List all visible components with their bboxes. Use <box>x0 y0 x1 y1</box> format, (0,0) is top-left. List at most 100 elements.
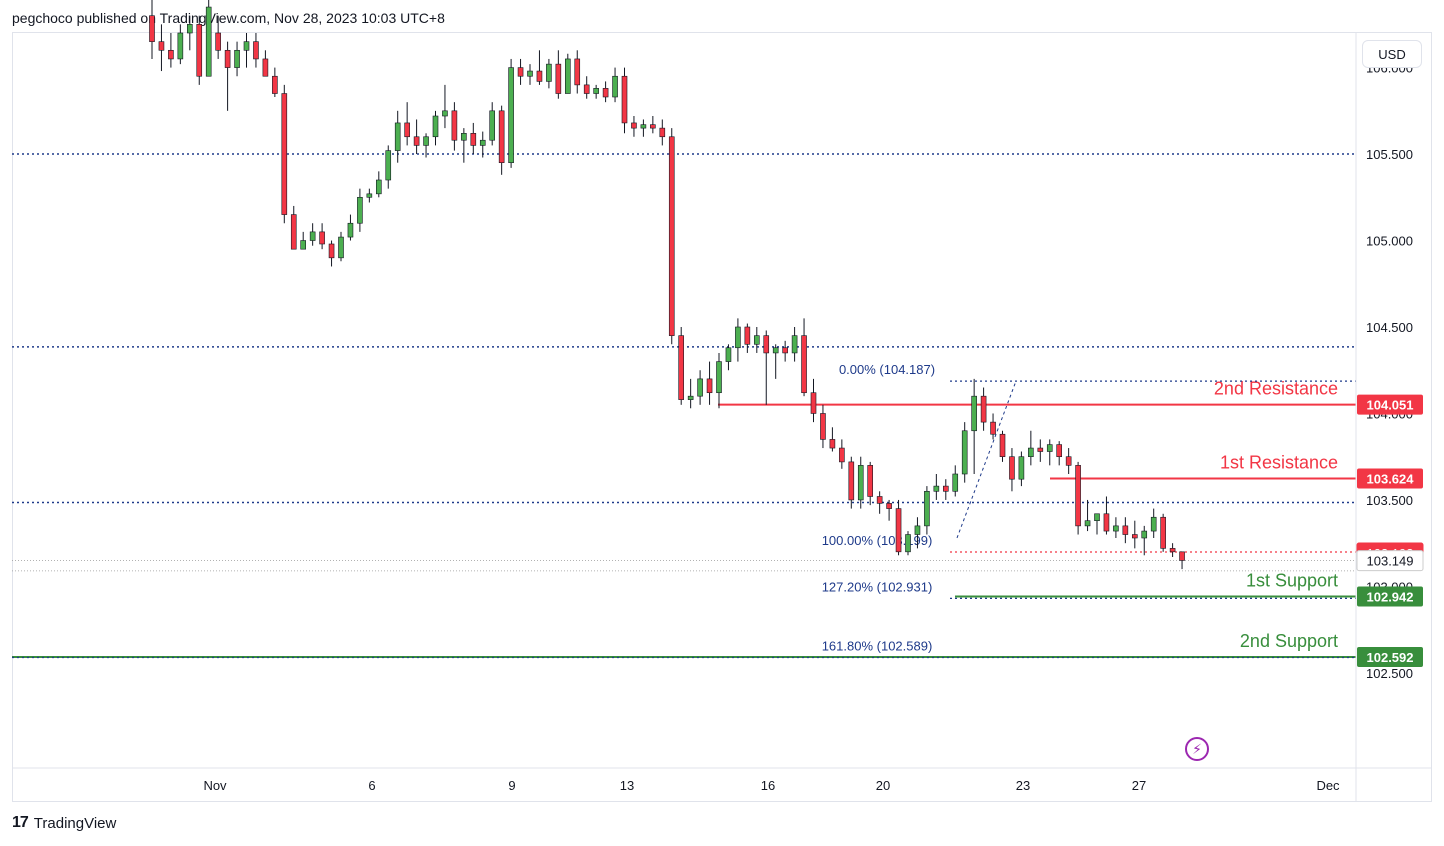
candle-body <box>168 49 174 60</box>
candle-body <box>593 88 599 94</box>
candle-body <box>215 32 221 51</box>
candle <box>1169 543 1176 558</box>
price-axis: 106.000105.500105.000104.500104.000103.5… <box>12 33 1432 801</box>
candle-body <box>1150 516 1157 532</box>
candle-body <box>810 392 817 414</box>
candle <box>650 116 656 134</box>
time-axis-tick: 6 <box>368 778 375 793</box>
candle <box>149 0 155 59</box>
level-label: 2nd Resistance <box>1214 379 1338 399</box>
candle <box>300 231 307 250</box>
candle <box>1113 517 1119 538</box>
candle <box>867 461 874 506</box>
candle-body <box>272 75 278 94</box>
candle <box>404 102 410 146</box>
candle <box>612 67 618 103</box>
price-axis-tick: 102.500 <box>1366 666 1413 681</box>
candle <box>470 122 477 155</box>
candle <box>328 240 335 267</box>
dotted-levels <box>12 153 1356 504</box>
badge-bg <box>1357 646 1423 667</box>
candle <box>1141 525 1148 556</box>
candle-body <box>527 70 533 77</box>
candle-body <box>1084 520 1091 527</box>
tradingview-logo[interactable]: 17 TradingView <box>12 814 116 832</box>
level-price-badge: 103.624 <box>1357 468 1423 489</box>
candle-body <box>716 361 722 394</box>
lightning-icon[interactable]: ⚡ <box>1185 737 1209 761</box>
time-axis-tick: 9 <box>508 778 515 793</box>
candle-body <box>791 335 798 354</box>
candle-body <box>498 110 505 164</box>
candle <box>820 404 826 449</box>
candle-body <box>205 6 212 77</box>
level-label: 2nd Support <box>1240 631 1338 651</box>
price-axis-tick: 104.500 <box>1366 320 1413 335</box>
fib-trend-line <box>956 380 1017 539</box>
candle-body <box>536 70 543 82</box>
candle-body <box>224 49 231 68</box>
candle <box>262 50 269 77</box>
candle-body <box>366 193 373 198</box>
candle-body <box>177 32 184 60</box>
candle <box>706 361 713 405</box>
candle-body <box>461 133 467 141</box>
candle-body <box>385 150 392 181</box>
candle <box>924 486 930 535</box>
candle-body <box>300 240 307 250</box>
candle <box>394 110 401 163</box>
candle-body <box>782 347 788 354</box>
candle-body <box>839 447 845 463</box>
candle-body <box>1122 525 1129 535</box>
candle <box>621 67 628 134</box>
candle <box>546 58 552 89</box>
candle <box>375 171 382 198</box>
candle-body <box>801 335 807 394</box>
candle <box>1018 451 1025 487</box>
candle <box>1150 508 1157 538</box>
fib-label: 127.20% (102.931) <box>822 579 933 594</box>
candle-body <box>375 179 382 195</box>
candle-body <box>612 75 618 98</box>
candle-body <box>621 75 628 124</box>
candle-body <box>564 58 571 94</box>
candle <box>782 340 788 362</box>
candle <box>1028 430 1034 466</box>
candle-body <box>546 63 552 82</box>
candle <box>196 15 203 85</box>
time-axis: Nov 6 9 13 16 20 23 27 Dec <box>203 778 1340 793</box>
candle <box>224 41 231 111</box>
time-axis-tick: Dec <box>1316 778 1340 793</box>
candle <box>1122 517 1129 544</box>
candle-body <box>574 58 581 86</box>
candle <box>961 422 968 483</box>
candle-body <box>319 231 325 245</box>
level-label: 1st Support <box>1246 570 1338 590</box>
logo-mark-icon: 17 <box>12 814 29 831</box>
badge-bg <box>1357 394 1423 415</box>
candle <box>1084 499 1091 532</box>
candle-body <box>876 496 883 504</box>
candle <box>319 223 325 250</box>
candle-body <box>338 236 344 259</box>
candle-body <box>451 110 458 141</box>
candle-body <box>668 136 675 336</box>
candle-body <box>857 465 864 501</box>
candle <box>1056 441 1062 466</box>
candle <box>1046 439 1053 466</box>
candle <box>631 116 637 137</box>
candle <box>338 231 344 262</box>
candle-body <box>328 243 335 259</box>
currency-button[interactable]: USD <box>1362 40 1422 68</box>
candle <box>508 58 514 168</box>
candle-body <box>281 93 288 215</box>
candle-body <box>867 465 874 497</box>
badge-text: 103.149 <box>1367 554 1414 569</box>
candle <box>687 378 694 409</box>
chart-frame <box>12 32 1432 802</box>
candle <box>659 119 666 146</box>
candle <box>772 344 779 379</box>
candle-body <box>678 335 685 400</box>
candle-body <box>961 430 968 475</box>
